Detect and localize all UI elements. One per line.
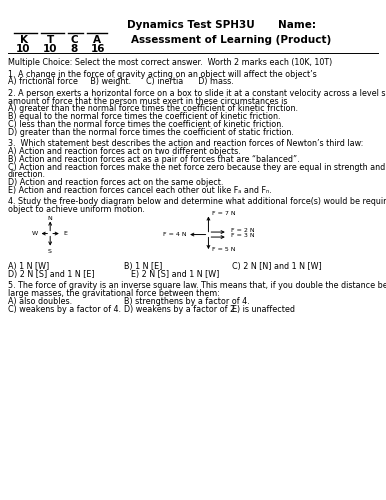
Text: Assessment of Learning (Product): Assessment of Learning (Product) bbox=[131, 35, 332, 45]
Text: B) equal to the normal force times the coefficient of kinetic friction.: B) equal to the normal force times the c… bbox=[8, 112, 280, 121]
Text: B) strengthens by a factor of 4.: B) strengthens by a factor of 4. bbox=[124, 297, 249, 306]
Text: A) greater than the normal force times the coefficient of kinetic friction.: A) greater than the normal force times t… bbox=[8, 104, 298, 114]
Text: direction.: direction. bbox=[8, 170, 46, 179]
Text: Name:: Name: bbox=[278, 20, 316, 30]
Text: 4. Study the free-body diagram below and determine what additional force(s) woul: 4. Study the free-body diagram below and… bbox=[8, 198, 386, 206]
Text: E) 2 N [S] and 1 N [W]: E) 2 N [S] and 1 N [W] bbox=[131, 270, 220, 279]
Text: F = 2 N: F = 2 N bbox=[231, 228, 254, 233]
Text: A) Action and reaction forces act on two different objects.: A) Action and reaction forces act on two… bbox=[8, 147, 240, 156]
Text: F = 5 N: F = 5 N bbox=[212, 247, 236, 252]
Text: B) Action and reaction forces act as a pair of forces that are “balanced”.: B) Action and reaction forces act as a p… bbox=[8, 155, 300, 164]
Text: D) 2 N [S] and 1 N [E]: D) 2 N [S] and 1 N [E] bbox=[8, 270, 94, 279]
Text: large masses, the gravitational force between them:: large masses, the gravitational force be… bbox=[8, 289, 220, 298]
Text: A) also doubles.: A) also doubles. bbox=[8, 297, 72, 306]
Text: F = 3 N: F = 3 N bbox=[231, 233, 254, 238]
Text: S: S bbox=[47, 248, 51, 254]
Text: 8: 8 bbox=[71, 44, 78, 54]
Text: Dynamics Test SPH3U: Dynamics Test SPH3U bbox=[127, 20, 255, 30]
Text: object to achieve uniform motion.: object to achieve uniform motion. bbox=[8, 205, 145, 214]
Text: 10: 10 bbox=[15, 44, 30, 54]
Text: E) Action and reaction forces cancel each other out like Fₐ and Fₙ.: E) Action and reaction forces cancel eac… bbox=[8, 186, 271, 195]
Text: C) 2 N [N] and 1 N [W]: C) 2 N [N] and 1 N [W] bbox=[232, 262, 322, 271]
Text: C) less than the normal force times the coefficient of kinetic friction.: C) less than the normal force times the … bbox=[8, 120, 283, 129]
Text: 2. A person exerts a horizontal force on a box to slide it at a constant velocit: 2. A person exerts a horizontal force on… bbox=[8, 89, 386, 98]
Text: F = 4 N: F = 4 N bbox=[163, 232, 187, 236]
Text: T: T bbox=[47, 35, 54, 45]
Text: C: C bbox=[71, 35, 78, 45]
Text: amount of force that the person must exert in these circumstances is: amount of force that the person must exe… bbox=[8, 96, 287, 106]
Text: 1. A change in the force of gravity acting on an object will affect the object’s: 1. A change in the force of gravity acti… bbox=[8, 70, 317, 78]
Text: A: A bbox=[93, 35, 101, 45]
Text: Multiple Choice: Select the most correct answer.  Worth 2 marks each (10K, 10T): Multiple Choice: Select the most correct… bbox=[8, 58, 332, 67]
Text: B) 1 N [E]: B) 1 N [E] bbox=[124, 262, 162, 271]
Text: 10: 10 bbox=[43, 44, 58, 54]
Text: 5. The force of gravity is an inverse square law. This means that, if you double: 5. The force of gravity is an inverse sq… bbox=[8, 282, 386, 290]
Text: A) 1 N [W]: A) 1 N [W] bbox=[8, 262, 49, 271]
Text: N: N bbox=[47, 216, 52, 221]
Text: D) greater than the normal force times the coefficient of static friction.: D) greater than the normal force times t… bbox=[8, 128, 294, 136]
Text: D) weakens by a factor of 2.: D) weakens by a factor of 2. bbox=[124, 304, 237, 314]
Text: W: W bbox=[32, 231, 38, 236]
Text: D) Action and reaction forces act on the same object.: D) Action and reaction forces act on the… bbox=[8, 178, 223, 187]
Text: 16: 16 bbox=[91, 44, 105, 54]
Text: F = 7 N: F = 7 N bbox=[212, 211, 236, 216]
Text: A) frictional force     B) weight.      C) inertia      D) mass.: A) frictional force B) weight. C) inerti… bbox=[8, 78, 234, 86]
Text: 3.  Which statement best describes the action and reaction forces of Newton’s th: 3. Which statement best describes the ac… bbox=[8, 140, 363, 148]
Text: E: E bbox=[64, 231, 68, 236]
Text: K: K bbox=[20, 35, 28, 45]
Text: C) weakens by a factor of 4.: C) weakens by a factor of 4. bbox=[8, 304, 121, 314]
Text: E) is unaffected: E) is unaffected bbox=[232, 304, 295, 314]
Text: C) Action and reaction forces make the net force zero because they are equal in : C) Action and reaction forces make the n… bbox=[8, 162, 386, 172]
